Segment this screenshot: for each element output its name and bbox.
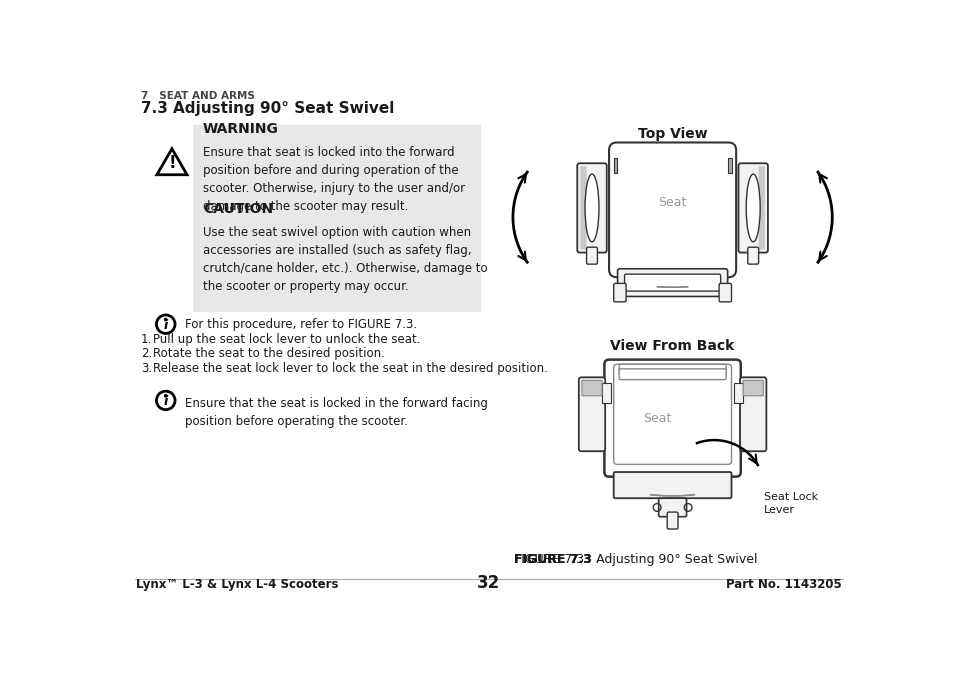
FancyBboxPatch shape bbox=[624, 274, 720, 291]
Text: Ensure that seat is locked into the forward
position before and during operation: Ensure that seat is locked into the forw… bbox=[203, 146, 465, 212]
FancyBboxPatch shape bbox=[666, 512, 678, 529]
FancyBboxPatch shape bbox=[577, 163, 606, 253]
Text: For this procedure, refer to FIGURE 7.3.: For this procedure, refer to FIGURE 7.3. bbox=[185, 317, 416, 331]
FancyBboxPatch shape bbox=[742, 380, 762, 396]
Circle shape bbox=[165, 318, 167, 321]
FancyBboxPatch shape bbox=[613, 472, 731, 498]
FancyBboxPatch shape bbox=[613, 364, 731, 464]
FancyBboxPatch shape bbox=[618, 369, 725, 379]
Text: 1.: 1. bbox=[141, 333, 152, 346]
Bar bbox=[613, 158, 617, 173]
Bar bbox=[193, 125, 480, 312]
Text: FIGURE 7.3: FIGURE 7.3 bbox=[514, 553, 592, 566]
Ellipse shape bbox=[584, 174, 598, 242]
Text: 3.: 3. bbox=[141, 362, 152, 375]
FancyBboxPatch shape bbox=[579, 166, 586, 249]
FancyBboxPatch shape bbox=[581, 380, 601, 396]
Bar bbox=[733, 383, 742, 403]
Text: i: i bbox=[164, 319, 168, 332]
Text: Part No. 1143205: Part No. 1143205 bbox=[725, 578, 841, 590]
Text: Use the seat swivel option with caution when
accessories are installed (such as : Use the seat swivel option with caution … bbox=[203, 226, 487, 293]
FancyBboxPatch shape bbox=[758, 166, 764, 249]
FancyBboxPatch shape bbox=[613, 283, 625, 302]
Text: Pull up the seat lock lever to unlock the seat.: Pull up the seat lock lever to unlock th… bbox=[153, 333, 420, 346]
Text: 7   SEAT AND ARMS: 7 SEAT AND ARMS bbox=[141, 92, 254, 101]
Text: Release the seat lock lever to lock the seat in the desired position.: Release the seat lock lever to lock the … bbox=[153, 362, 548, 375]
Text: WARNING: WARNING bbox=[203, 122, 278, 136]
Text: Rotate the seat to the desired position.: Rotate the seat to the desired position. bbox=[153, 347, 385, 361]
Text: FIGURE 7.3: FIGURE 7.3 bbox=[514, 553, 592, 566]
FancyBboxPatch shape bbox=[586, 247, 597, 264]
FancyBboxPatch shape bbox=[604, 360, 740, 477]
Text: View From Back: View From Back bbox=[610, 340, 734, 353]
FancyBboxPatch shape bbox=[658, 498, 686, 517]
FancyBboxPatch shape bbox=[617, 269, 727, 297]
Text: Top View: Top View bbox=[638, 127, 707, 141]
FancyBboxPatch shape bbox=[747, 247, 758, 264]
Text: Seat Lock
Lever: Seat Lock Lever bbox=[763, 492, 818, 515]
Text: i: i bbox=[164, 396, 168, 408]
FancyBboxPatch shape bbox=[608, 142, 736, 277]
Text: Seat: Seat bbox=[658, 195, 686, 209]
Circle shape bbox=[165, 395, 167, 397]
Text: Ensure that the seat is locked in the forward facing
position before operating t: Ensure that the seat is locked in the fo… bbox=[185, 396, 488, 427]
Text: !: ! bbox=[168, 154, 175, 171]
Text: 2.: 2. bbox=[141, 347, 152, 361]
Text: Lynx™ L-3 & Lynx L-4 Scooters: Lynx™ L-3 & Lynx L-4 Scooters bbox=[136, 578, 338, 590]
Text: CAUTION: CAUTION bbox=[203, 202, 273, 216]
FancyBboxPatch shape bbox=[578, 377, 604, 452]
FancyBboxPatch shape bbox=[719, 283, 731, 302]
FancyBboxPatch shape bbox=[618, 364, 725, 375]
Text: Adjusting 90° Seat Swivel: Adjusting 90° Seat Swivel bbox=[173, 101, 395, 116]
Text: FIGURE 7.3   Adjusting 90° Seat Swivel: FIGURE 7.3 Adjusting 90° Seat Swivel bbox=[514, 553, 758, 566]
FancyBboxPatch shape bbox=[740, 377, 765, 452]
Bar bbox=[728, 158, 731, 173]
Text: 7.3: 7.3 bbox=[141, 101, 168, 116]
Text: 32: 32 bbox=[476, 574, 500, 592]
Bar bbox=[601, 383, 611, 403]
Text: Seat: Seat bbox=[642, 412, 671, 425]
Ellipse shape bbox=[745, 174, 760, 242]
FancyBboxPatch shape bbox=[738, 163, 767, 253]
